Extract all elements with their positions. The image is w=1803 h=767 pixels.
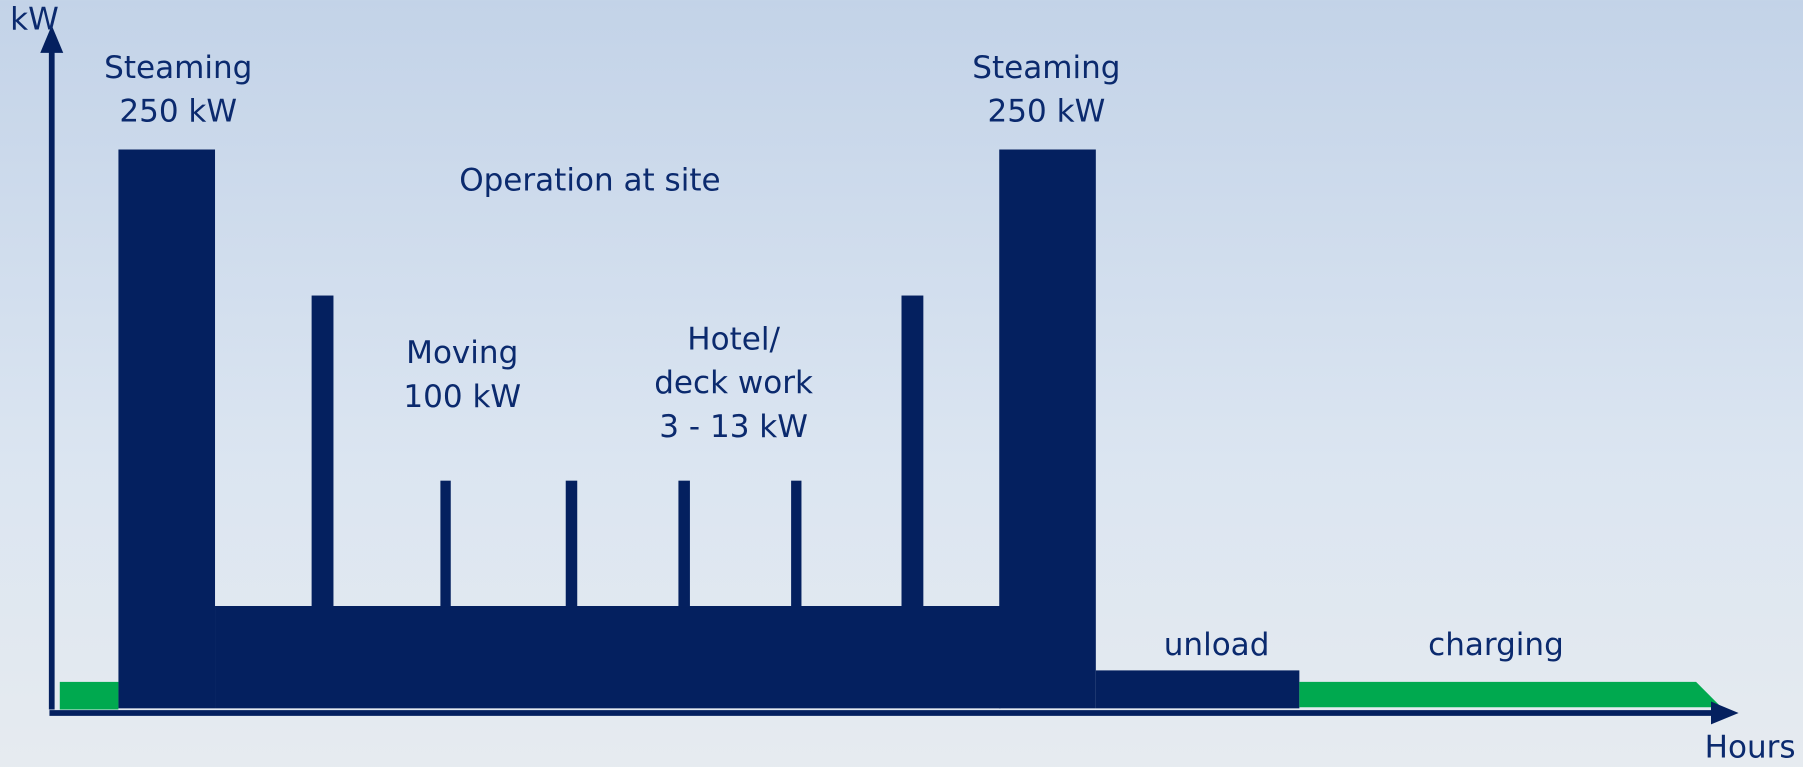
annotation: Hotel/ [687,321,780,357]
unload-block [1096,670,1300,708]
diagram: kW Hours Steaming 250 kW Operation at si… [0,0,1803,767]
annotation: Steaming [972,50,1120,86]
y-axis-label: kW [10,2,59,38]
moving-spike [902,296,924,606]
moving-spike [312,296,334,606]
steaming-bar [999,150,1096,709]
charging-block [1299,682,1721,707]
annotation: 100 kW [403,379,521,415]
annotation: 250 kW [119,94,237,130]
hotel-spike [678,481,689,607]
hotel-spike [440,481,450,607]
annotation: Moving [406,335,518,371]
steaming-bar [118,150,215,709]
page: kW Hours Steaming 250 kW Operation at si… [0,0,1803,767]
x-axis-label: Hours [1705,730,1796,766]
annotation: unload [1164,627,1270,663]
annotation: Operation at site [459,163,720,199]
annotation: deck work [654,365,813,401]
annotation: 3 - 13 kW [659,409,808,445]
charging-start-block [60,682,119,710]
annotation: Steaming [104,50,252,86]
annotation: 250 kW [988,94,1106,130]
hotel-spike [791,481,801,607]
hotel-base [215,606,1000,708]
hotel-spike [566,481,577,607]
annotation: charging [1428,627,1564,663]
